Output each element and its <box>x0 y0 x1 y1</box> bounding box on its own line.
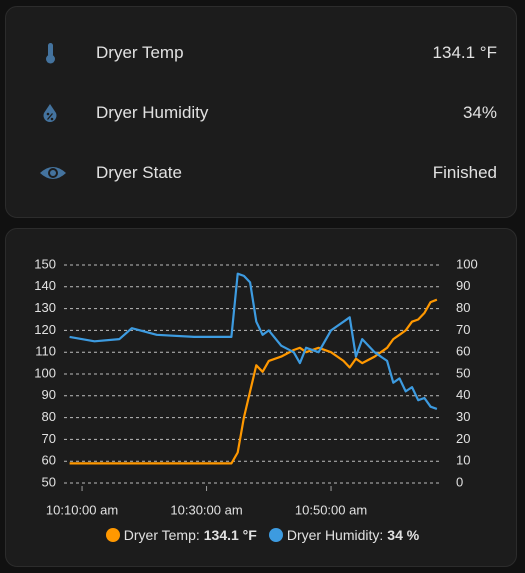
entity-row[interactable]: Dryer Temp 134.1 °F <box>6 33 516 73</box>
y-tick-label: 110 <box>35 344 56 359</box>
entity-name: Dryer Humidity <box>96 103 209 122</box>
y2-tick-label: 60 <box>456 344 470 359</box>
y-tick-label: 120 <box>34 322 56 337</box>
y2-tick-label: 90 <box>456 278 470 293</box>
legend-swatch <box>105 528 120 542</box>
legend-swatch <box>268 528 283 542</box>
entity-name: Dryer Temp <box>96 43 184 62</box>
y2-tick-label: 70 <box>456 322 470 337</box>
y-tick-label: 130 <box>34 300 56 315</box>
legend: Dryer Temp: 134.1 °F Dryer Humidity: 34 % <box>0 527 525 543</box>
y2-tick-label: 40 <box>456 387 470 402</box>
y2-tick-label: 10 <box>456 453 470 468</box>
y-tick-label: 60 <box>42 453 56 468</box>
eye-icon <box>40 167 66 179</box>
entity-row[interactable]: Dryer Humidity 34% <box>6 93 516 133</box>
y2-tick-label: 30 <box>456 409 470 424</box>
history-card <box>5 228 517 567</box>
y2-tick-label: 100 <box>456 256 478 271</box>
entity-state: 34% <box>462 103 497 122</box>
humidity-icon <box>43 104 57 122</box>
y-tick-label: 80 <box>42 409 56 424</box>
legend-label: Dryer Temp: <box>123 527 200 543</box>
legend-item[interactable]: Dryer Temp: 134.1 °F <box>105 527 257 543</box>
entity-state: Finished <box>432 163 497 182</box>
entity-row[interactable]: Dryer State Finished <box>6 153 516 193</box>
legend-value: 34 % <box>387 527 420 543</box>
thermometer-icon <box>46 43 55 64</box>
x-tick-label: 10:30:00 am <box>170 502 242 517</box>
y-tick-label: 90 <box>42 387 56 402</box>
entity-state: 134.1 °F <box>432 43 497 62</box>
data-line <box>69 272 438 410</box>
data-line <box>69 298 438 465</box>
legend-item[interactable]: Dryer Humidity: 34 % <box>268 527 420 543</box>
x-tick-label: 10:10:00 am <box>46 502 118 517</box>
y-tick-label: 100 <box>34 365 56 380</box>
legend-label: Dryer Humidity: <box>286 527 384 543</box>
y-tick-label: 50 <box>42 474 56 489</box>
entity-name: Dryer State <box>96 163 182 182</box>
y2-tick-label: 20 <box>456 431 470 446</box>
x-tick-label: 10:50:00 am <box>295 502 367 517</box>
y-tick-label: 140 <box>34 278 56 293</box>
legend-value: 134.1 °F <box>203 527 257 543</box>
y-tick-label: 70 <box>42 431 56 446</box>
y2-tick-label: 50 <box>456 365 470 380</box>
y2-tick-label: 80 <box>456 300 470 315</box>
entities-card: Dryer Temp 134.1 °F Dryer Humidity 34% D… <box>5 6 517 218</box>
y2-tick-label: 0 <box>456 474 463 489</box>
y-tick-label: 150 <box>34 256 56 271</box>
